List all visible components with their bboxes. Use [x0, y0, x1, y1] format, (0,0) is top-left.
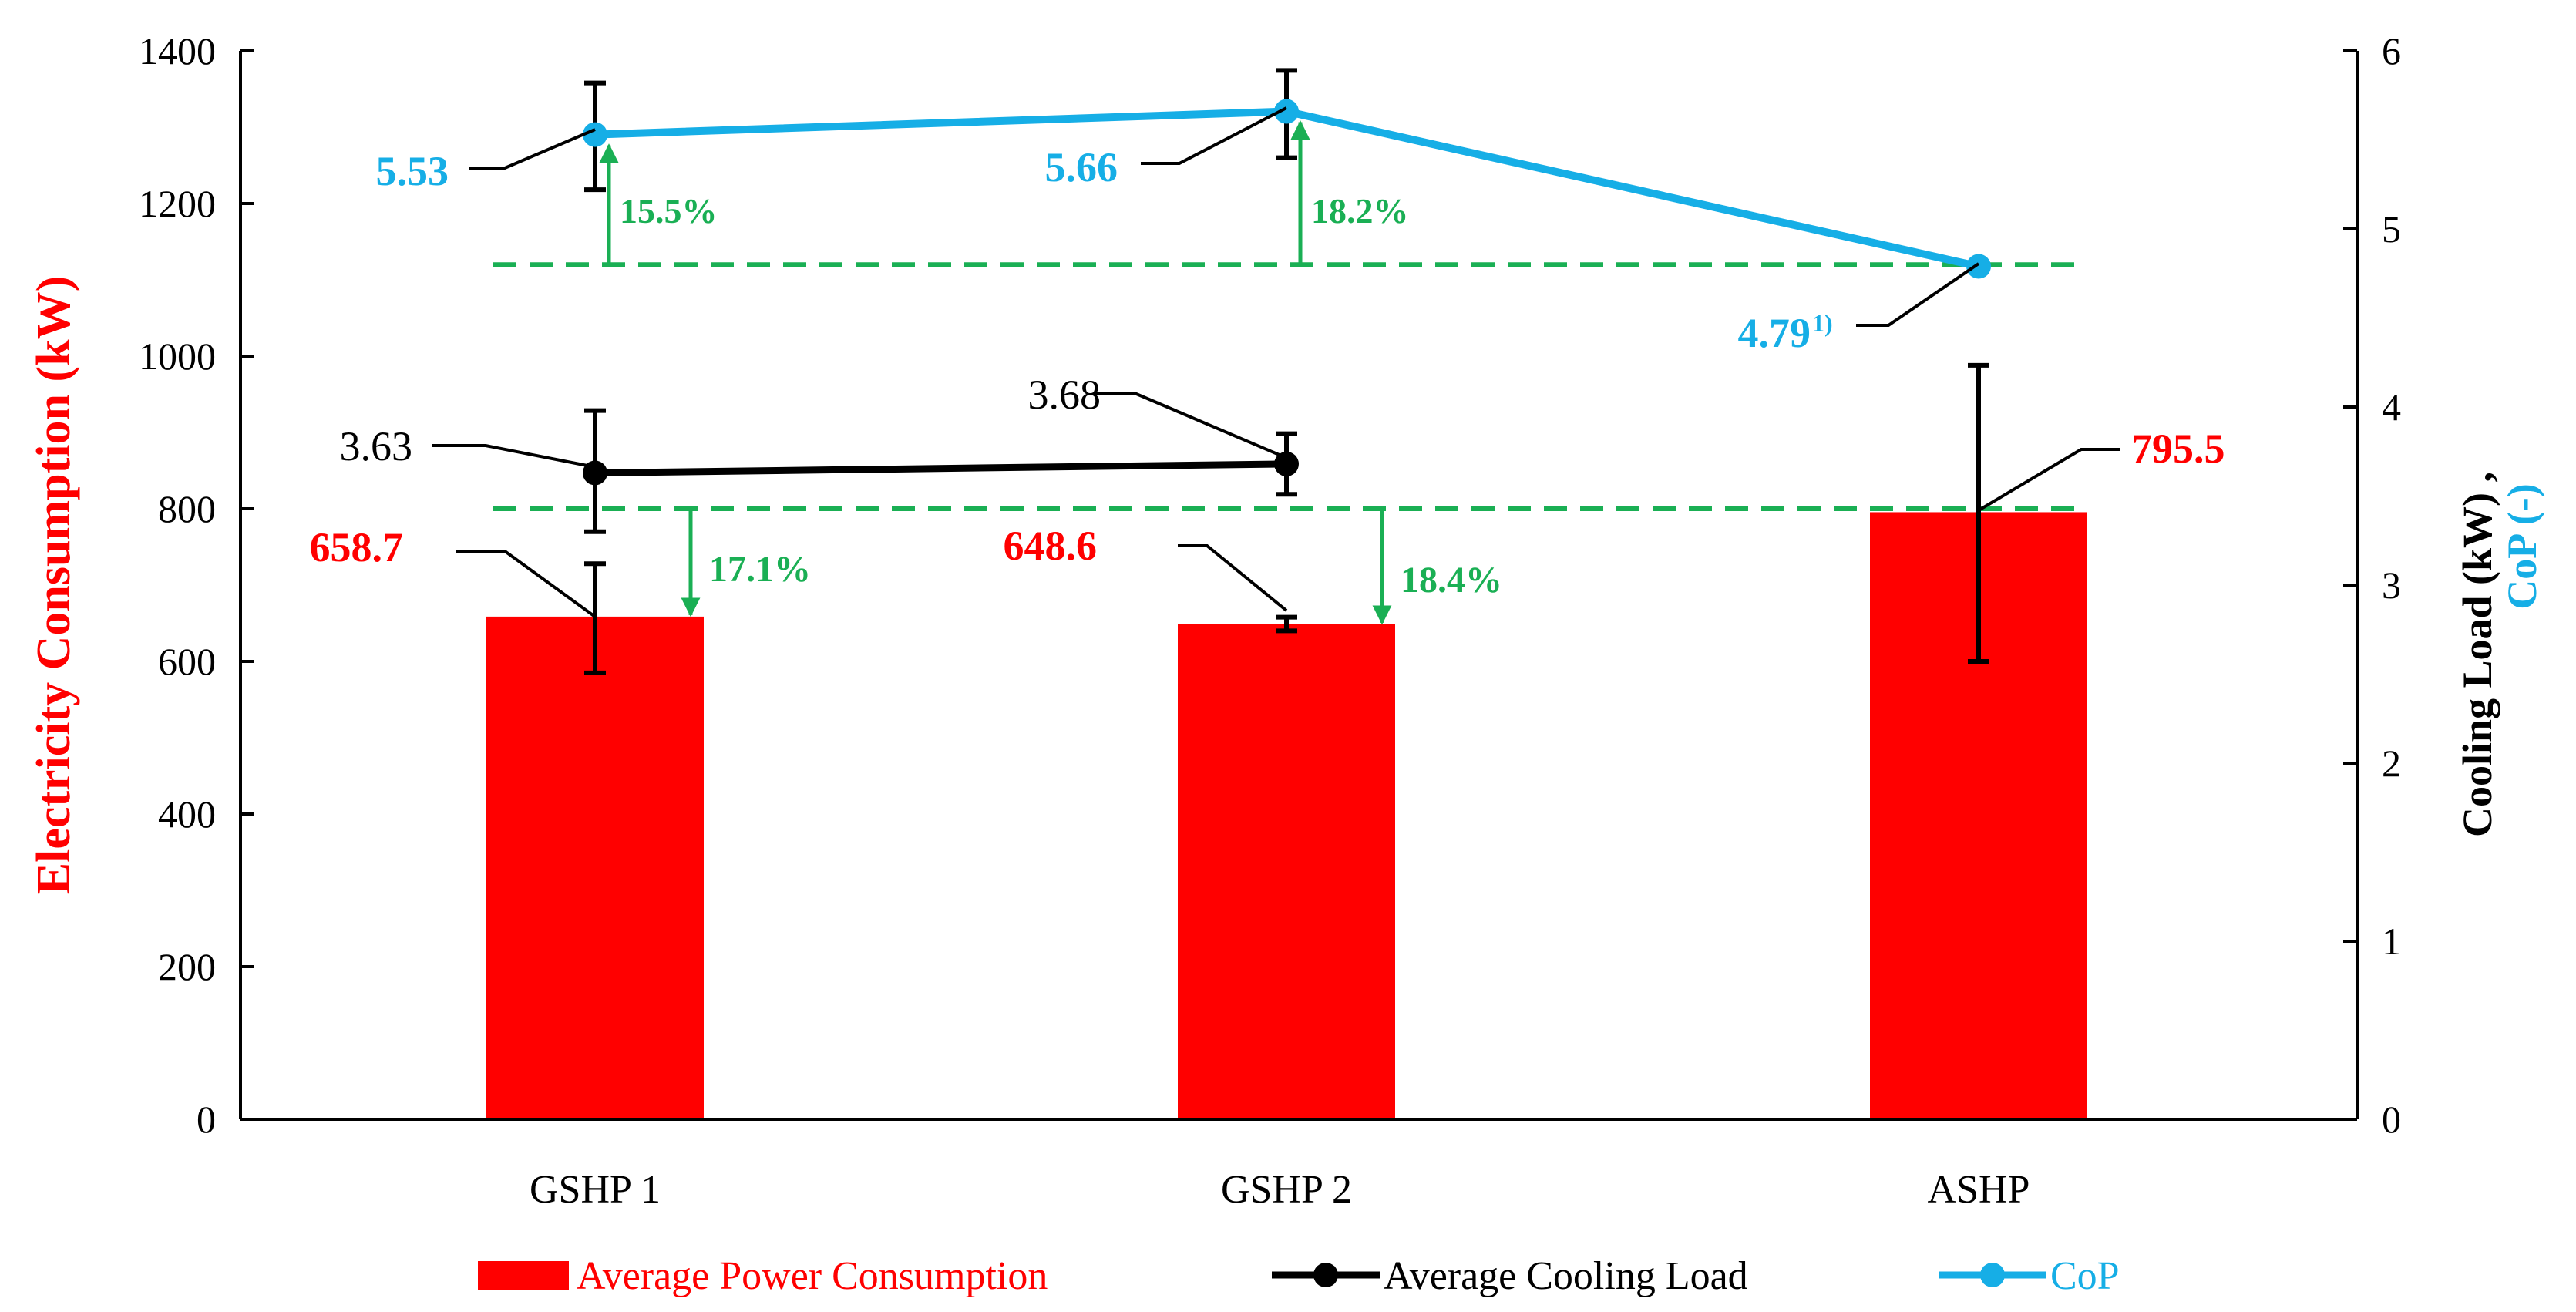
- y-right-title: Cooling Load (kW) ,CoP (-): [2454, 472, 2545, 837]
- bar-1: [486, 616, 704, 1119]
- cop-value-sup-3: 1): [1812, 309, 1833, 337]
- cop-value-label-3: 4.79: [1738, 310, 1811, 356]
- bar-error-3: [1968, 362, 1989, 664]
- left-tick-label-6: 1200: [139, 182, 216, 225]
- right-tick-label-6: 6: [2382, 29, 2401, 72]
- load-value-label-2: 3.68: [1028, 372, 1101, 418]
- category-label-1: GSHP 1: [530, 1168, 661, 1212]
- cop-value-label-2: 5.66: [1045, 144, 1118, 190]
- left-tick-label-3: 600: [158, 640, 216, 683]
- legend-swatch-power: [478, 1261, 569, 1290]
- left-tick-label-4: 800: [158, 487, 216, 530]
- cop-increase-label-2: 18.2%: [1311, 191, 1409, 230]
- right-tick-label-2: 2: [2382, 742, 2401, 785]
- cop-label-leader-1: [469, 128, 596, 170]
- category-label-3: ASHP: [1928, 1168, 2030, 1212]
- legend-label-load: Average Cooling Load: [1384, 1254, 1748, 1298]
- y-right-title-load: Cooling Load (kW) ,: [2454, 472, 2500, 837]
- left-tick-label-1: 200: [158, 945, 216, 988]
- bar-label-leader-1: [456, 550, 597, 618]
- category-label-2: GSHP 2: [1221, 1168, 1352, 1212]
- load-label-leader-2: [1093, 392, 1287, 459]
- bar-label-leader-3: [1977, 448, 2120, 512]
- y-left-title: Electricity Consumption (kW): [28, 276, 80, 895]
- cop-point-2: [1274, 99, 1299, 124]
- legend-label-power: Average Power Consumption: [577, 1254, 1048, 1298]
- cop-value-label-1: 5.53: [376, 148, 449, 194]
- cop-label-leader-3: [1856, 262, 1980, 327]
- load-label-leader-1: [432, 444, 596, 469]
- cop-label-leader-2: [1141, 106, 1287, 165]
- left-tick-label-5: 1000: [139, 335, 216, 378]
- bar-2: [1178, 624, 1395, 1119]
- legend-label-cop: CoP: [2050, 1254, 2120, 1298]
- load-point-2: [1274, 451, 1299, 476]
- left-tick-label-0: 0: [197, 1098, 216, 1141]
- legend-marker-cop: [1980, 1263, 2005, 1287]
- legend-marker-load: [1313, 1263, 1338, 1287]
- bar-error-2: [1276, 614, 1297, 634]
- cop-point-1: [583, 122, 607, 147]
- left-tick-label-7: 1400: [139, 29, 216, 72]
- right-tick-label-5: 5: [2382, 207, 2401, 251]
- load-value-label-1: 3.63: [340, 423, 413, 469]
- right-tick-label-3: 3: [2382, 563, 2401, 607]
- bar-value-label-1: 658.7: [310, 524, 404, 570]
- load-series-line: [594, 460, 1287, 476]
- bar-value-label-2: 648.6: [1004, 523, 1098, 569]
- y-right-title-cop: CoP (-): [2499, 483, 2545, 609]
- bar-error-1: [584, 561, 606, 675]
- power-reduction-label-2: 18.4%: [1401, 560, 1502, 600]
- power-reduction-label-1: 17.1%: [709, 549, 811, 590]
- bar-value-label-3: 795.5: [2131, 426, 2225, 472]
- cop-point-3: [1966, 254, 1991, 279]
- right-tick-label-4: 4: [2382, 385, 2401, 429]
- left-tick-label-2: 400: [158, 792, 216, 836]
- right-tick-label-1: 1: [2382, 920, 2401, 963]
- bar-label-leader-2: [1178, 544, 1288, 612]
- cop-increase-label-1: 15.5%: [620, 191, 718, 230]
- right-tick-label-0: 0: [2382, 1098, 2401, 1141]
